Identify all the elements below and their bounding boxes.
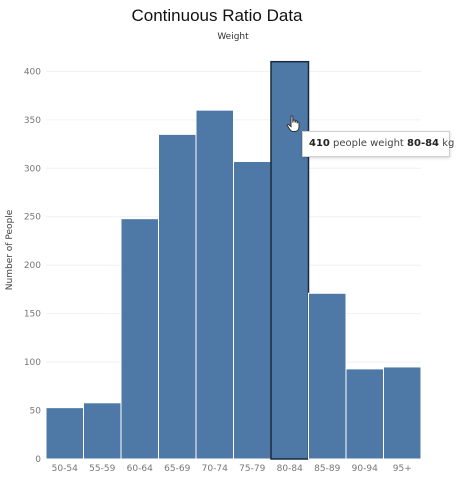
y-tick-label: 50 bbox=[30, 407, 42, 417]
x-axis-ticks: 50-54 55-59 60-64 65-69 70-74 75-79 80-84 85-89… bbox=[52, 464, 412, 474]
x-tick-label: 95+ bbox=[393, 464, 412, 474]
x-tick-label: 55-59 bbox=[89, 464, 115, 474]
y-axis-label: Number of People bbox=[5, 209, 15, 290]
bar-65-69[interactable] bbox=[158, 133, 197, 460]
x-tick-label: 85-89 bbox=[314, 464, 340, 474]
x-tick-label: 90-94 bbox=[352, 464, 378, 474]
y-tick-label: 350 bbox=[24, 116, 41, 126]
chart-title: Continuous Ratio Data bbox=[131, 6, 303, 25]
x-tick-label: 80-84 bbox=[277, 464, 303, 474]
tooltip-unit: kg bbox=[439, 138, 455, 149]
y-axis-ticks: 0 50 100 150 200 250 300 350 400 bbox=[24, 67, 41, 465]
y-tick-label: 300 bbox=[24, 164, 41, 174]
bar-55-59[interactable] bbox=[83, 402, 122, 460]
bars bbox=[45, 60, 422, 460]
x-tick-label: 50-54 bbox=[52, 464, 78, 474]
x-tick-label: 60-64 bbox=[127, 464, 153, 474]
bar-tooltip: 410 people weight 80-84 kg bbox=[302, 131, 454, 157]
y-tick-label: 0 bbox=[35, 455, 41, 465]
bar-90-94[interactable] bbox=[345, 368, 384, 460]
bar-60-64[interactable] bbox=[120, 218, 159, 460]
chart-subtitle: Weight bbox=[217, 32, 249, 42]
tooltip-value: 410 bbox=[309, 138, 330, 149]
y-tick-label: 150 bbox=[24, 310, 41, 320]
y-tick-label: 250 bbox=[24, 213, 41, 223]
bar-70-74[interactable] bbox=[195, 109, 234, 460]
bar-50-54[interactable] bbox=[45, 407, 84, 460]
bar-75-79[interactable] bbox=[233, 161, 272, 460]
hand-pointer-icon bbox=[286, 115, 300, 132]
tooltip-category: 80-84 bbox=[407, 138, 440, 149]
x-tick-label: 75-79 bbox=[239, 464, 265, 474]
tooltip-text: people weight bbox=[329, 138, 408, 149]
bar-95+[interactable] bbox=[383, 366, 422, 460]
y-tick-label: 100 bbox=[24, 358, 41, 368]
y-tick-label: 200 bbox=[24, 261, 41, 271]
bar-85-89[interactable] bbox=[308, 292, 347, 460]
x-tick-label: 65-69 bbox=[164, 464, 190, 474]
y-tick-label: 400 bbox=[24, 67, 41, 77]
x-tick-label: 70-74 bbox=[202, 464, 228, 474]
